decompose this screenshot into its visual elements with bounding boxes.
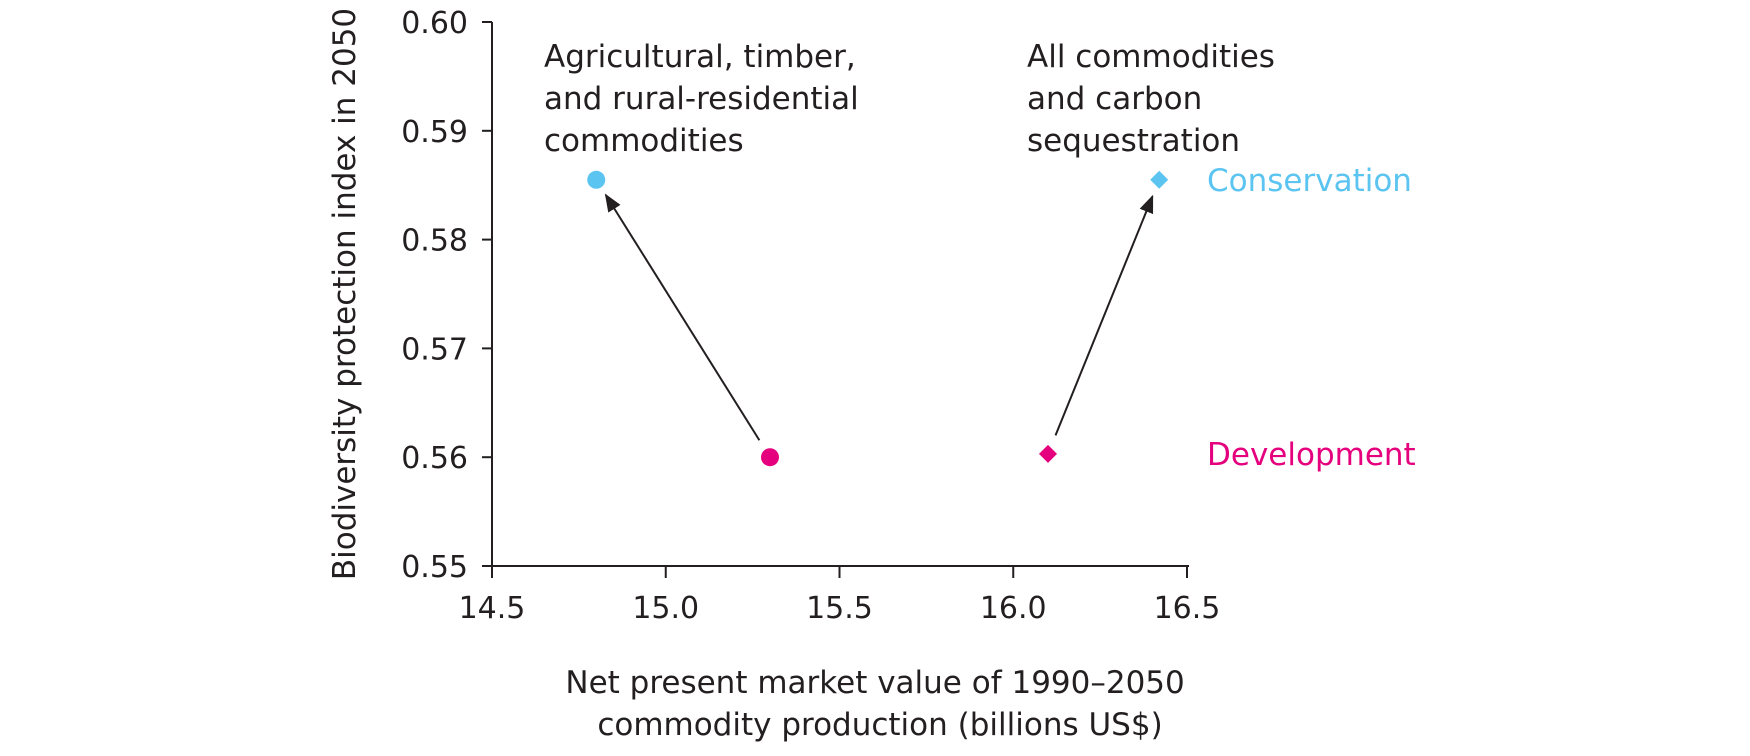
data-points [587,170,1169,467]
y-tick-label: 0.56 [401,441,468,476]
annotation-all-commodities: All commodities and carbon sequestration [1027,39,1285,159]
x-ticks: 14.5 15.0 15.5 16.0 16.5 [459,566,1221,626]
x-tick-label: 16.0 [980,591,1047,626]
x-axis-label-line-1: Net present market value of 1990–2050 [565,665,1184,701]
x-tick-label: 14.5 [459,591,526,626]
x-tick-label: 15.0 [632,591,699,626]
legend-development: Development [1207,437,1416,473]
y-tick-label: 0.59 [401,115,468,150]
point-circle-development [761,448,779,467]
annotation-all-commodities-line-3: sequestration [1027,123,1240,159]
y-ticks: 0.55 0.56 0.57 0.58 0.59 0.60 [401,6,492,585]
y-tick-label: 0.58 [401,224,468,259]
point-circle-conservation [587,170,606,189]
y-axis-label: Biodiversity protection index in 2050 [327,8,363,580]
arrow-series-2 [1054,194,1154,436]
point-diamond-development [1039,444,1057,463]
annotation-agricultural-line-2: and rural-residential [544,81,859,117]
y-tick-label: 0.60 [401,6,468,41]
annotation-agricultural-line-1: Agricultural, timber, [544,39,856,75]
y-tick-label: 0.55 [401,550,468,585]
annotation-all-commodities-line-2: and carbon [1027,81,1202,117]
legend-conservation: Conservation [1207,163,1412,199]
x-axis-label-line-2: commodity production (billions US$) [597,707,1162,743]
annotation-agricultural-line-3: commodities [544,123,744,159]
arrow-series-1 [604,193,761,441]
x-tick-label: 16.5 [1154,591,1221,626]
point-diamond-conservation [1150,170,1169,189]
x-tick-label: 15.5 [806,591,873,626]
annotation-all-commodities-line-1: All commodities [1027,39,1275,75]
y-tick-label: 0.57 [401,332,468,367]
annotation-agricultural: Agricultural, timber, and rural-resident… [544,39,869,159]
arrows [604,193,1154,441]
x-axis-label: Net present market value of 1990–2050 co… [565,665,1194,743]
